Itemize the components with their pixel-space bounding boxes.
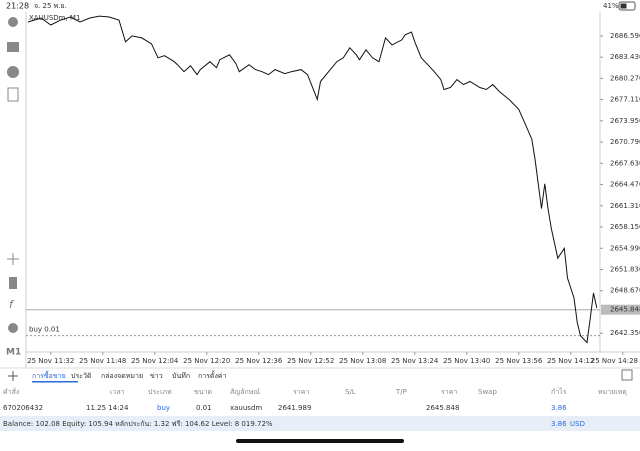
column-header: ขนาด xyxy=(194,388,212,396)
cell-type: buy xyxy=(157,404,170,412)
tabs: การซื้อขาย ประวัติ กล่องจดหมาย ข่าว บันทึก กา… xyxy=(32,369,227,383)
tab[interactable]: การซื้อขาย xyxy=(32,369,66,380)
cell-current-price: 2645.848 xyxy=(426,404,459,412)
tab[interactable]: กล่องจดหมาย xyxy=(101,372,143,380)
y-tick-label: 2677.110 xyxy=(610,96,640,104)
column-header: กำไร xyxy=(551,387,567,396)
column-header: เวลา xyxy=(110,388,125,396)
y-tick-label: 2683.430 xyxy=(610,53,640,61)
account-icon[interactable] xyxy=(8,17,18,27)
column-header: T/P xyxy=(395,388,407,396)
status-date: จ. 25 พ.ย. xyxy=(34,2,67,10)
cell-symbol: xauusdm xyxy=(230,404,262,412)
column-header: หมายเหตุ xyxy=(598,388,627,396)
y-tick-label: 2648.670 xyxy=(610,287,640,295)
tab[interactable]: การตั้งค่า xyxy=(198,369,227,380)
tab-underline xyxy=(32,381,78,383)
tab[interactable]: ประวัติ xyxy=(71,372,92,380)
y-tick-label: 2667.630 xyxy=(610,159,640,167)
cell-price: 2641.989 xyxy=(278,404,311,412)
y-tick-label: 2686.590 xyxy=(610,32,640,40)
plot: 2686.590 2683.430 2680.270 2677.110 2673.950… xyxy=(26,15,640,365)
x-tick-label: 25 Nov 11:32 xyxy=(27,357,74,365)
timeframe-icon[interactable]: M1 xyxy=(6,348,21,358)
candles-icon[interactable] xyxy=(9,277,17,289)
price-label: 2645.848 xyxy=(610,306,640,314)
y-tick-label: 2642.350 xyxy=(610,329,640,337)
x-tick-label: 25 Nov 14:12 xyxy=(547,357,594,365)
y-tick-label: 2651.830 xyxy=(610,266,640,274)
cell-volume: 0.01 xyxy=(196,404,212,412)
price-series xyxy=(27,15,598,344)
new-order-icon[interactable] xyxy=(7,87,19,102)
y-tick-label: 2680.270 xyxy=(610,74,640,82)
battery-level xyxy=(620,3,627,9)
x-tick-label: 25 Nov 12:04 xyxy=(131,357,179,365)
currency: USD xyxy=(570,420,585,428)
column-header: Swap xyxy=(478,388,497,396)
order-label: buy 0.01 xyxy=(29,326,60,334)
column-header: สัญลักษณ์ xyxy=(230,388,260,396)
tab[interactable]: บันทึก xyxy=(172,371,190,380)
y-tick-label: 2673.950 xyxy=(610,117,640,125)
orders-table: คำสั่ง เวลา ประเภท ขนาด สัญลักษณ์ ราคา S/L T/P ร… xyxy=(3,387,627,412)
home-indicator xyxy=(236,439,404,443)
x-tick-label: 25 Nov 13:24 xyxy=(391,357,439,365)
x-tick-label: 25 Nov 13:08 xyxy=(339,357,386,365)
footer-bar xyxy=(0,416,640,431)
cell-time: 11.25 14:24 xyxy=(86,404,129,412)
total-profit: 3.86 xyxy=(551,420,567,428)
chat-icon[interactable] xyxy=(7,66,19,78)
y-tick-label: 2658.150 xyxy=(610,223,640,231)
cell-order: 670206432 xyxy=(3,404,43,412)
price-box xyxy=(601,304,640,315)
chart-title: XAUUSDm, M1 xyxy=(29,14,80,22)
battery-icon xyxy=(618,1,636,11)
tab[interactable]: ข่าว xyxy=(150,372,163,380)
column-header: ราคา xyxy=(441,388,457,396)
toolbar: f M1 xyxy=(6,17,21,358)
cell-profit: 3.86 xyxy=(551,404,567,412)
x-tick-label: 25 Nov 12:20 xyxy=(183,357,230,365)
trade-icon[interactable] xyxy=(7,42,19,52)
column-header: S/L xyxy=(345,388,356,396)
crosshair-icon[interactable] xyxy=(7,253,19,265)
column-header: ประเภท xyxy=(148,388,172,396)
indicators-icon[interactable]: f xyxy=(9,298,15,311)
x-tick-label: 25 Nov 11:48 xyxy=(79,357,126,365)
y-tick-label: 2661.310 xyxy=(610,202,640,210)
x-tick-label: 25 Nov 14:28 xyxy=(591,357,638,365)
x-tick-label: 25 Nov 12:52 xyxy=(287,357,334,365)
y-tick-label: 2670.790 xyxy=(610,138,640,146)
add-button[interactable] xyxy=(8,371,18,381)
column-header: คำสั่ง xyxy=(3,387,19,396)
y-tick-label: 2654.990 xyxy=(610,244,640,252)
objects-icon[interactable] xyxy=(8,323,18,333)
status-time: 21:28 xyxy=(6,2,29,11)
x-tick-label: 25 Nov 12:36 xyxy=(235,357,283,365)
x-tick-label: 25 Nov 13:40 xyxy=(443,357,490,365)
x-tick-label: 25 Nov 13:56 xyxy=(495,357,543,365)
account-summary: Balance: 102.08 Equity: 105.94 หลักประกั… xyxy=(3,420,273,428)
status-battery: 41% xyxy=(603,2,619,10)
column-header: ราคา xyxy=(293,388,309,396)
y-tick-label: 2664.470 xyxy=(610,181,640,189)
layout-button[interactable] xyxy=(621,369,633,381)
